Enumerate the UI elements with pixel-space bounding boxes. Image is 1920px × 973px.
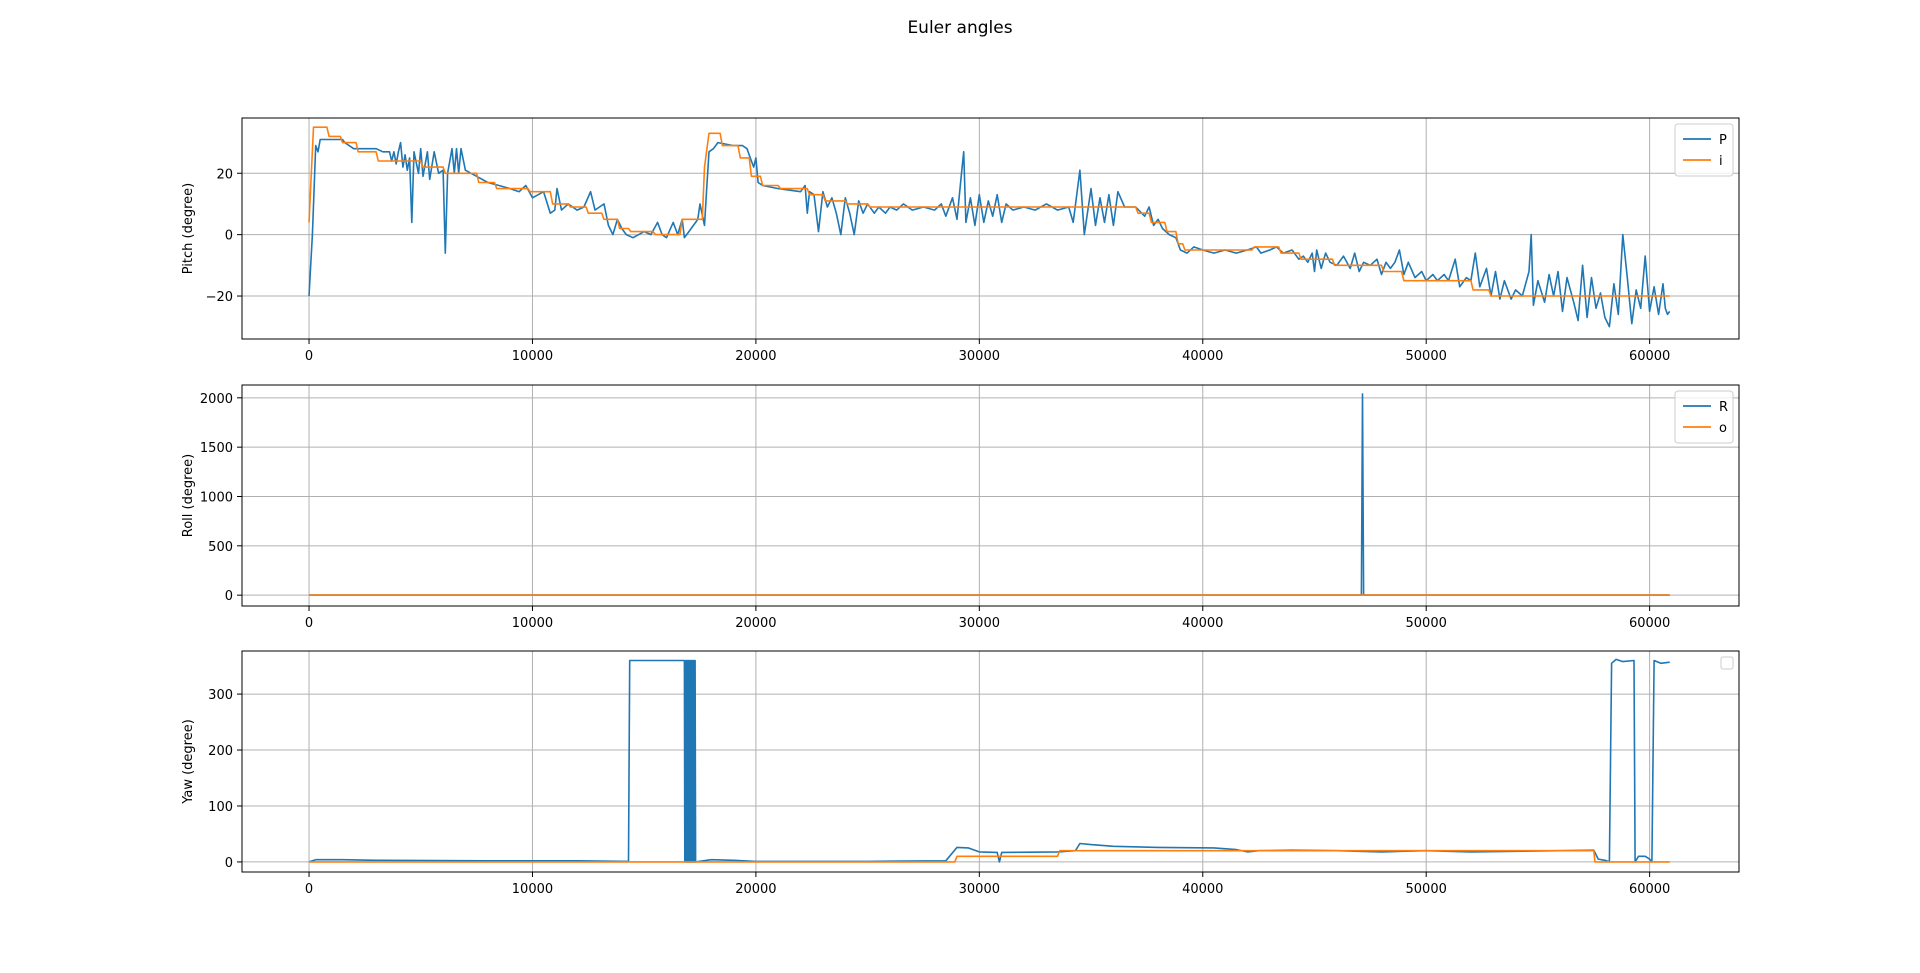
legend [1720,656,1734,670]
x-tick-label: 0 [305,349,313,364]
x-tick-label: 20000 [735,349,776,364]
x-tick-label: 50000 [1406,882,1447,897]
x-tick-label: 60000 [1629,349,1670,364]
axes-frame [241,650,1740,873]
legend: Ro [1674,390,1734,444]
series-group [308,658,1670,863]
series-line-0 [308,658,1670,863]
axes-frame [241,117,1740,340]
yaw-axes: 0 10000 20000 30000 40000 50000 60000 0 100 200 30… [181,650,1740,897]
x-tick-label: 40000 [1182,882,1223,897]
pitch-axes: 0 10000 20000 30000 40000 50000 60000 −20 0 20 Pit… [181,117,1740,364]
legend-box [1674,123,1734,177]
x-tick-label: 60000 [1629,882,1670,897]
y-tick-label: 0 [225,856,233,871]
x-tick-label: 60000 [1629,616,1670,631]
x-tick-label: 50000 [1406,616,1447,631]
y-tick-label: 0 [225,589,233,604]
y-tick-label: 0 [225,229,233,244]
series-line-1 [309,849,1670,863]
roll-axes: 0 10000 20000 30000 40000 50000 60000 0 500 1000 1… [181,384,1740,631]
series-group [308,126,1671,328]
series-line-R [309,393,1670,596]
x-tick-label: 10000 [512,882,553,897]
x-tick-label: 10000 [512,349,553,364]
y-axis-label: Pitch (degree) [181,183,196,274]
legend-label: i [1719,154,1723,169]
x-tick-label: 40000 [1182,349,1223,364]
y-tick-label: 20 [216,167,233,182]
legend: Pi [1674,123,1734,177]
y-tick-label: 500 [208,540,233,555]
y-tick-label: 100 [208,800,233,815]
x-tick-label: 0 [305,882,313,897]
y-axis-label: Roll (degree) [181,454,196,537]
y-tick-label: −20 [206,290,233,305]
x-tick-label: 30000 [959,616,1000,631]
x-tick-label: 20000 [735,882,776,897]
x-tick-label: 0 [305,616,313,631]
x-tick-label: 20000 [735,616,776,631]
x-tick-label: 40000 [1182,616,1223,631]
legend-label: R [1719,400,1728,415]
y-tick-label: 1500 [200,441,233,456]
legend-label: o [1719,421,1727,436]
legend-box-empty [1720,656,1734,670]
series-group [309,393,1670,596]
x-tick-label: 10000 [512,616,553,631]
y-tick-label: 2000 [200,392,233,407]
y-tick-label: 300 [208,688,233,703]
x-tick-label: 50000 [1406,349,1447,364]
legend-box [1674,390,1734,444]
series-line-P [308,138,1671,328]
y-tick-label: 200 [208,744,233,759]
x-tick-label: 30000 [959,882,1000,897]
y-axis-label: Yaw (degree) [181,719,196,805]
series-line-i [308,126,1670,297]
legend-label: P [1719,133,1727,148]
y-tick-label: 1000 [200,490,233,505]
figure-title: Euler angles [907,18,1012,38]
x-tick-label: 30000 [959,349,1000,364]
axes-frame [241,384,1740,607]
